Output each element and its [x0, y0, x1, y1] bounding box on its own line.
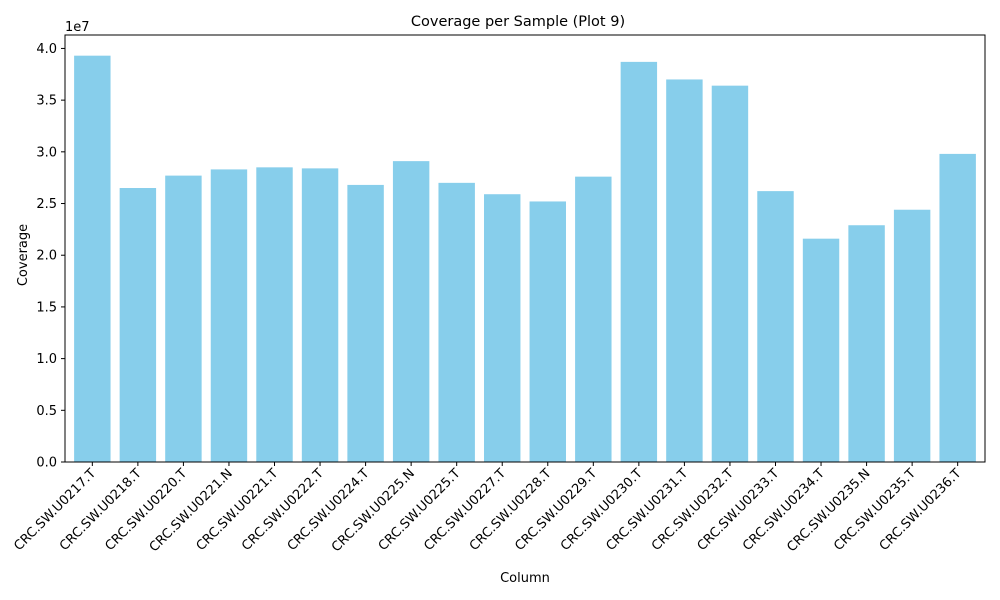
bar: [893, 209, 931, 462]
x-tick-label: CRC.SW.U0231.T: [603, 466, 691, 554]
y-axis: 0.0 0.5 1.0 1.5 2.0 2.5 3.0 3.5 4.0: [36, 42, 65, 471]
y-tick-label: 3.0: [36, 145, 57, 160]
y-tick-label: 2.0: [36, 249, 57, 264]
x-tick-label: CRC.SW.U0220.T: [102, 466, 190, 554]
bar: [347, 184, 384, 462]
x-tick-label: CRC.SW.U0225.N: [329, 466, 418, 555]
bar: [620, 61, 658, 463]
x-tick-label: CRC.SW.U0235.T: [831, 466, 919, 554]
bar: [392, 161, 430, 462]
bar: [301, 168, 339, 463]
bar: [529, 201, 566, 462]
bar: [210, 169, 248, 462]
x-tick-label: CRC.SW.U0225.T: [376, 466, 464, 554]
y-tick-label: 2.5: [36, 197, 57, 212]
x-axis: CRC.SW.U0217.TCRC.SW.U0218.TCRC.SW.U0220…: [11, 462, 965, 555]
bar: [484, 194, 521, 462]
bar: [848, 225, 885, 462]
x-tick-label: CRC.SW.U0217.T: [11, 466, 99, 554]
bar: [165, 175, 202, 462]
y-tick-label: 4.0: [36, 42, 57, 57]
bar: [438, 182, 475, 462]
bar: [666, 79, 703, 462]
chart-title: Coverage per Sample (Plot 9): [411, 14, 625, 30]
bar: [119, 188, 157, 462]
x-tick-label: CRC.SW.U0224.T: [285, 466, 373, 554]
x-tick-label: CRC.SW.U0229.T: [512, 466, 600, 554]
y-tick-label: 3.5: [36, 94, 57, 109]
bar: [711, 85, 749, 463]
x-tick-label: CRC.SW.U0222.T: [239, 466, 327, 554]
x-axis-label: Column: [500, 571, 550, 586]
x-tick-label: CRC.SW.U0233.T: [695, 466, 783, 554]
x-tick-label: CRC.SW.U0227.T: [421, 466, 509, 554]
x-tick-label: CRC.SW.U0228.T: [467, 466, 555, 554]
bar: [802, 238, 840, 462]
y-tick-label: 1.5: [36, 300, 57, 315]
x-tick-label: CRC.SW.U0235.N: [784, 466, 873, 555]
y-axis-label: Coverage: [16, 224, 31, 286]
bars: [74, 55, 976, 463]
x-tick-label: CRC.SW.U0230.T: [558, 466, 646, 554]
y-tick-label: 0.0: [36, 456, 57, 471]
bar: [256, 167, 293, 462]
x-tick-label: CRC.SW.U0236.T: [877, 466, 965, 554]
bar: [757, 191, 794, 462]
bar: [74, 55, 111, 462]
x-tick-label: CRC.SW.U0232.T: [649, 466, 737, 554]
y-tick-label: 0.5: [36, 404, 57, 419]
y-axis-offset-label: 1e7: [65, 20, 90, 35]
bar: [575, 176, 612, 462]
plot-frame: [64, 34, 986, 463]
y-tick-label: 1.0: [36, 352, 57, 367]
bar: [939, 153, 976, 462]
x-tick-label: CRC.SW.U0218.T: [57, 466, 145, 554]
x-tick-label: CRC.SW.U0234.T: [740, 466, 828, 554]
x-tick-label: CRC.SW.U0221.N: [147, 466, 236, 555]
x-tick-label: CRC.SW.U0221.T: [194, 466, 282, 554]
